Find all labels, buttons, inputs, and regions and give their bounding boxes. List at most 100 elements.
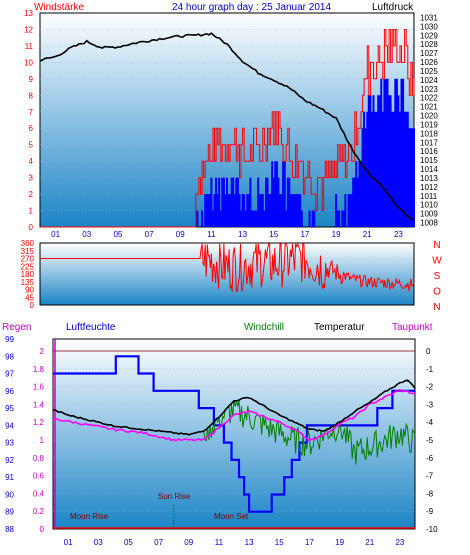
rain-tick-label: 0 [40,525,45,534]
pressure-tick-label: 1019 [420,120,438,129]
x-tick-label-top: 21 [363,230,372,239]
header-pressure-label: Luftdruck [372,2,414,13]
x-tick-label-bottom: 03 [94,538,103,547]
pressure-tick-label: 1014 [420,165,438,174]
x-tick-label-bottom: 11 [215,538,224,547]
wind-tick-label: 0 [29,223,34,232]
rain-label: Regen [2,322,31,333]
wind-direction-panel [39,242,415,306]
direction-tick-label: 90 [25,286,34,295]
sun-rise-label: Sun Rise [158,492,191,501]
pressure-tick-label: 1009 [420,210,438,219]
rain-tick-label: 1.6 [33,383,45,392]
wind-gust-line [40,29,415,228]
direction-tick-label: 180 [21,270,35,279]
compass-letter: N [433,240,440,251]
pressure-tick-label: 1024 [420,76,438,85]
wind-tick-label: 8 [29,91,34,100]
humidity-label: Luftfeuchte [66,322,116,333]
wind-tick-label: 10 [24,58,33,67]
direction-tick-label: 45 [25,293,34,302]
compass-letter: N [433,302,440,313]
pressure-tick-label: 1012 [420,183,438,192]
temperature-line [52,379,416,436]
humidity-tick-label: 97 [5,370,14,379]
pressure-tick-label: 1025 [420,67,438,76]
pressure-tick-label: 1010 [420,201,438,210]
rain-tick-label: 0.4 [33,489,45,498]
axis-labels: 0101030305050707090911111313151517171919… [5,9,442,547]
rain-tick-label: 1.8 [33,365,45,374]
direction-tick-label: 360 [21,239,35,248]
x-tick-label-top: 15 [269,230,278,239]
humidity-tick-label: 96 [5,387,14,396]
humidity-tick-label: 91 [5,473,14,482]
compass-letter: W [432,256,442,267]
pressure-tick-label: 1030 [420,22,438,31]
header-wind-label: Windstärke [34,2,84,13]
rain-tick-label: 0.2 [33,507,45,516]
pressure-line [39,32,415,221]
wind-tick-label: 11 [25,42,34,51]
temperature-tick-label: 0 [426,347,431,356]
temperature-tick-label: -6 [426,454,434,463]
rain-tick-label: 1.4 [33,400,45,409]
direction-tick-label: 0 [30,301,35,310]
windchill-label: Windchill [244,322,284,333]
x-tick-label-top: 09 [176,230,185,239]
rain-tick-label: 2 [40,347,45,356]
humidity-tick-label: 88 [5,525,14,534]
pressure-tick-label: 1026 [420,58,438,67]
wind-tick-label: 5 [29,141,34,150]
moon-rise-label: Moon Rise [70,512,109,521]
pressure-tick-label: 1031 [420,13,438,22]
temperature-tick-label: -7 [426,472,434,481]
dewpoint-line [52,388,416,442]
climate-panel [52,338,416,530]
pressure-tick-label: 1022 [420,94,438,103]
x-tick-label-top: 17 [300,230,309,239]
temperature-tick-label: -9 [426,507,434,516]
direction-tick-label: 135 [21,278,35,287]
x-tick-label-bottom: 05 [124,538,133,547]
pressure-tick-label: 1029 [420,31,438,40]
pressure-tick-label: 1017 [420,138,438,147]
x-tick-label-top: 07 [145,230,154,239]
wind-tick-label: 2 [29,190,34,199]
wind-tick-label: 1 [29,207,34,216]
rain-tick-label: 0.6 [33,472,45,481]
wind-tick-label: 13 [24,9,33,18]
x-tick-label-top: 13 [238,230,247,239]
wind-tick-label: 6 [29,124,34,133]
direction-tick-label: 315 [21,247,35,256]
humidity-tick-label: 98 [5,352,14,361]
compass-letter: O [433,287,441,298]
pressure-tick-label: 1028 [420,40,438,49]
temperature-tick-label: -5 [426,436,434,445]
rain-tick-label: 1.2 [33,418,45,427]
temperature-label: Temperatur [314,322,365,333]
wind-tick-label: 12 [24,25,33,34]
pressure-tick-label: 1023 [420,85,438,94]
pressure-tick-label: 1016 [420,147,438,156]
rain-tick-label: 0.8 [33,454,45,463]
humidity-tick-label: 94 [5,421,14,430]
wind-tick-label: 4 [29,157,34,166]
humidity-line [53,355,415,513]
compass-letter: S [434,271,441,282]
rain-tick-label: 1 [40,436,45,445]
x-tick-label-top: 05 [113,230,122,239]
temperature-tick-label: -2 [426,383,434,392]
wind-direction-line [40,242,415,293]
x-tick-label-top: 01 [51,230,60,239]
pressure-tick-label: 1018 [420,129,438,138]
humidity-tick-label: 92 [5,456,14,465]
temperature-tick-label: -3 [426,400,434,409]
x-tick-label-top: 19 [332,230,341,239]
x-tick-label-bottom: 19 [335,538,344,547]
pressure-tick-label: 1021 [420,103,438,112]
wind-avg-bars [196,78,415,227]
climate-series [52,339,416,529]
